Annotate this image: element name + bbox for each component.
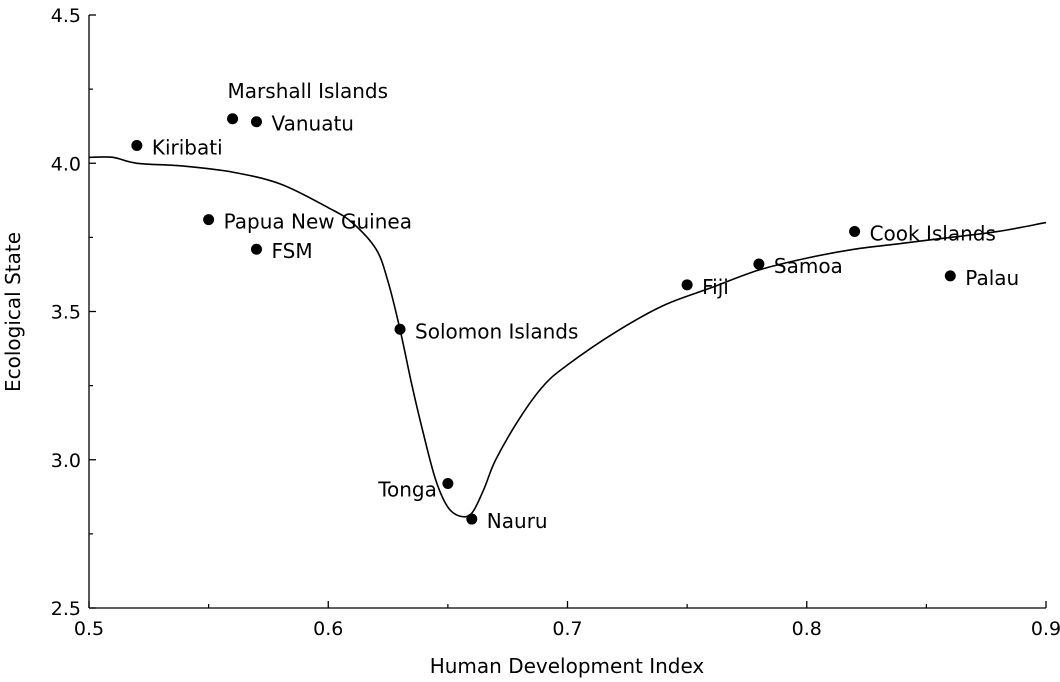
data-point: [681, 279, 693, 291]
data-point-label: Kiribati: [152, 135, 223, 159]
data-point-label: Papua New Guinea: [224, 210, 412, 234]
data-point-label: Cook Islands: [870, 221, 996, 245]
data-point: [442, 477, 454, 489]
data-point-label: Tonga: [377, 477, 437, 501]
data-point-label: Palau: [965, 266, 1019, 290]
data-point: [131, 139, 143, 151]
data-point: [466, 513, 478, 525]
x-tick-label: 0.6: [313, 618, 343, 640]
trend-curve-layer: [88, 156, 1047, 518]
data-point: [250, 116, 262, 128]
data-point: [227, 113, 239, 125]
x-tick-label: 0.7: [552, 618, 582, 640]
data-point-label: Nauru: [487, 509, 548, 533]
y-axis-title: Ecological State: [1, 232, 25, 392]
data-point: [250, 243, 262, 255]
y-tick-label: 2.5: [51, 598, 81, 620]
y-tick-label: 3.5: [51, 302, 81, 324]
trend-curve: [88, 156, 1047, 518]
data-point-label: Solomon Islands: [415, 319, 578, 343]
data-point: [944, 270, 956, 282]
x-tick-label: 0.9: [1031, 618, 1060, 640]
points-layer: Kiribati Marshall Islands Vanuatu Papua New…: [131, 79, 1019, 533]
y-tick-label: 4.5: [51, 5, 81, 27]
data-point-label: Marshall Islands: [228, 79, 388, 103]
x-axis-title: Human Development Index: [430, 654, 705, 678]
data-point: [203, 214, 215, 226]
y-tick-label: 4.0: [51, 153, 81, 175]
data-point: [849, 225, 861, 237]
x-tick-label: 0.5: [74, 618, 104, 640]
data-point-label: Samoa: [774, 254, 843, 278]
data-point: [753, 258, 765, 270]
y-tick-label: 3.0: [51, 450, 81, 472]
axes: 2.5 3.0 3.5 4.0 4.5 0.5 0.6 0.7 0.8 0.9: [51, 5, 1060, 640]
data-point-label: Fiji: [702, 275, 729, 299]
data-point-label: Vanuatu: [271, 112, 354, 136]
data-point-label: FSM: [271, 239, 312, 263]
data-point: [394, 323, 406, 335]
x-tick-label: 0.8: [792, 618, 822, 640]
